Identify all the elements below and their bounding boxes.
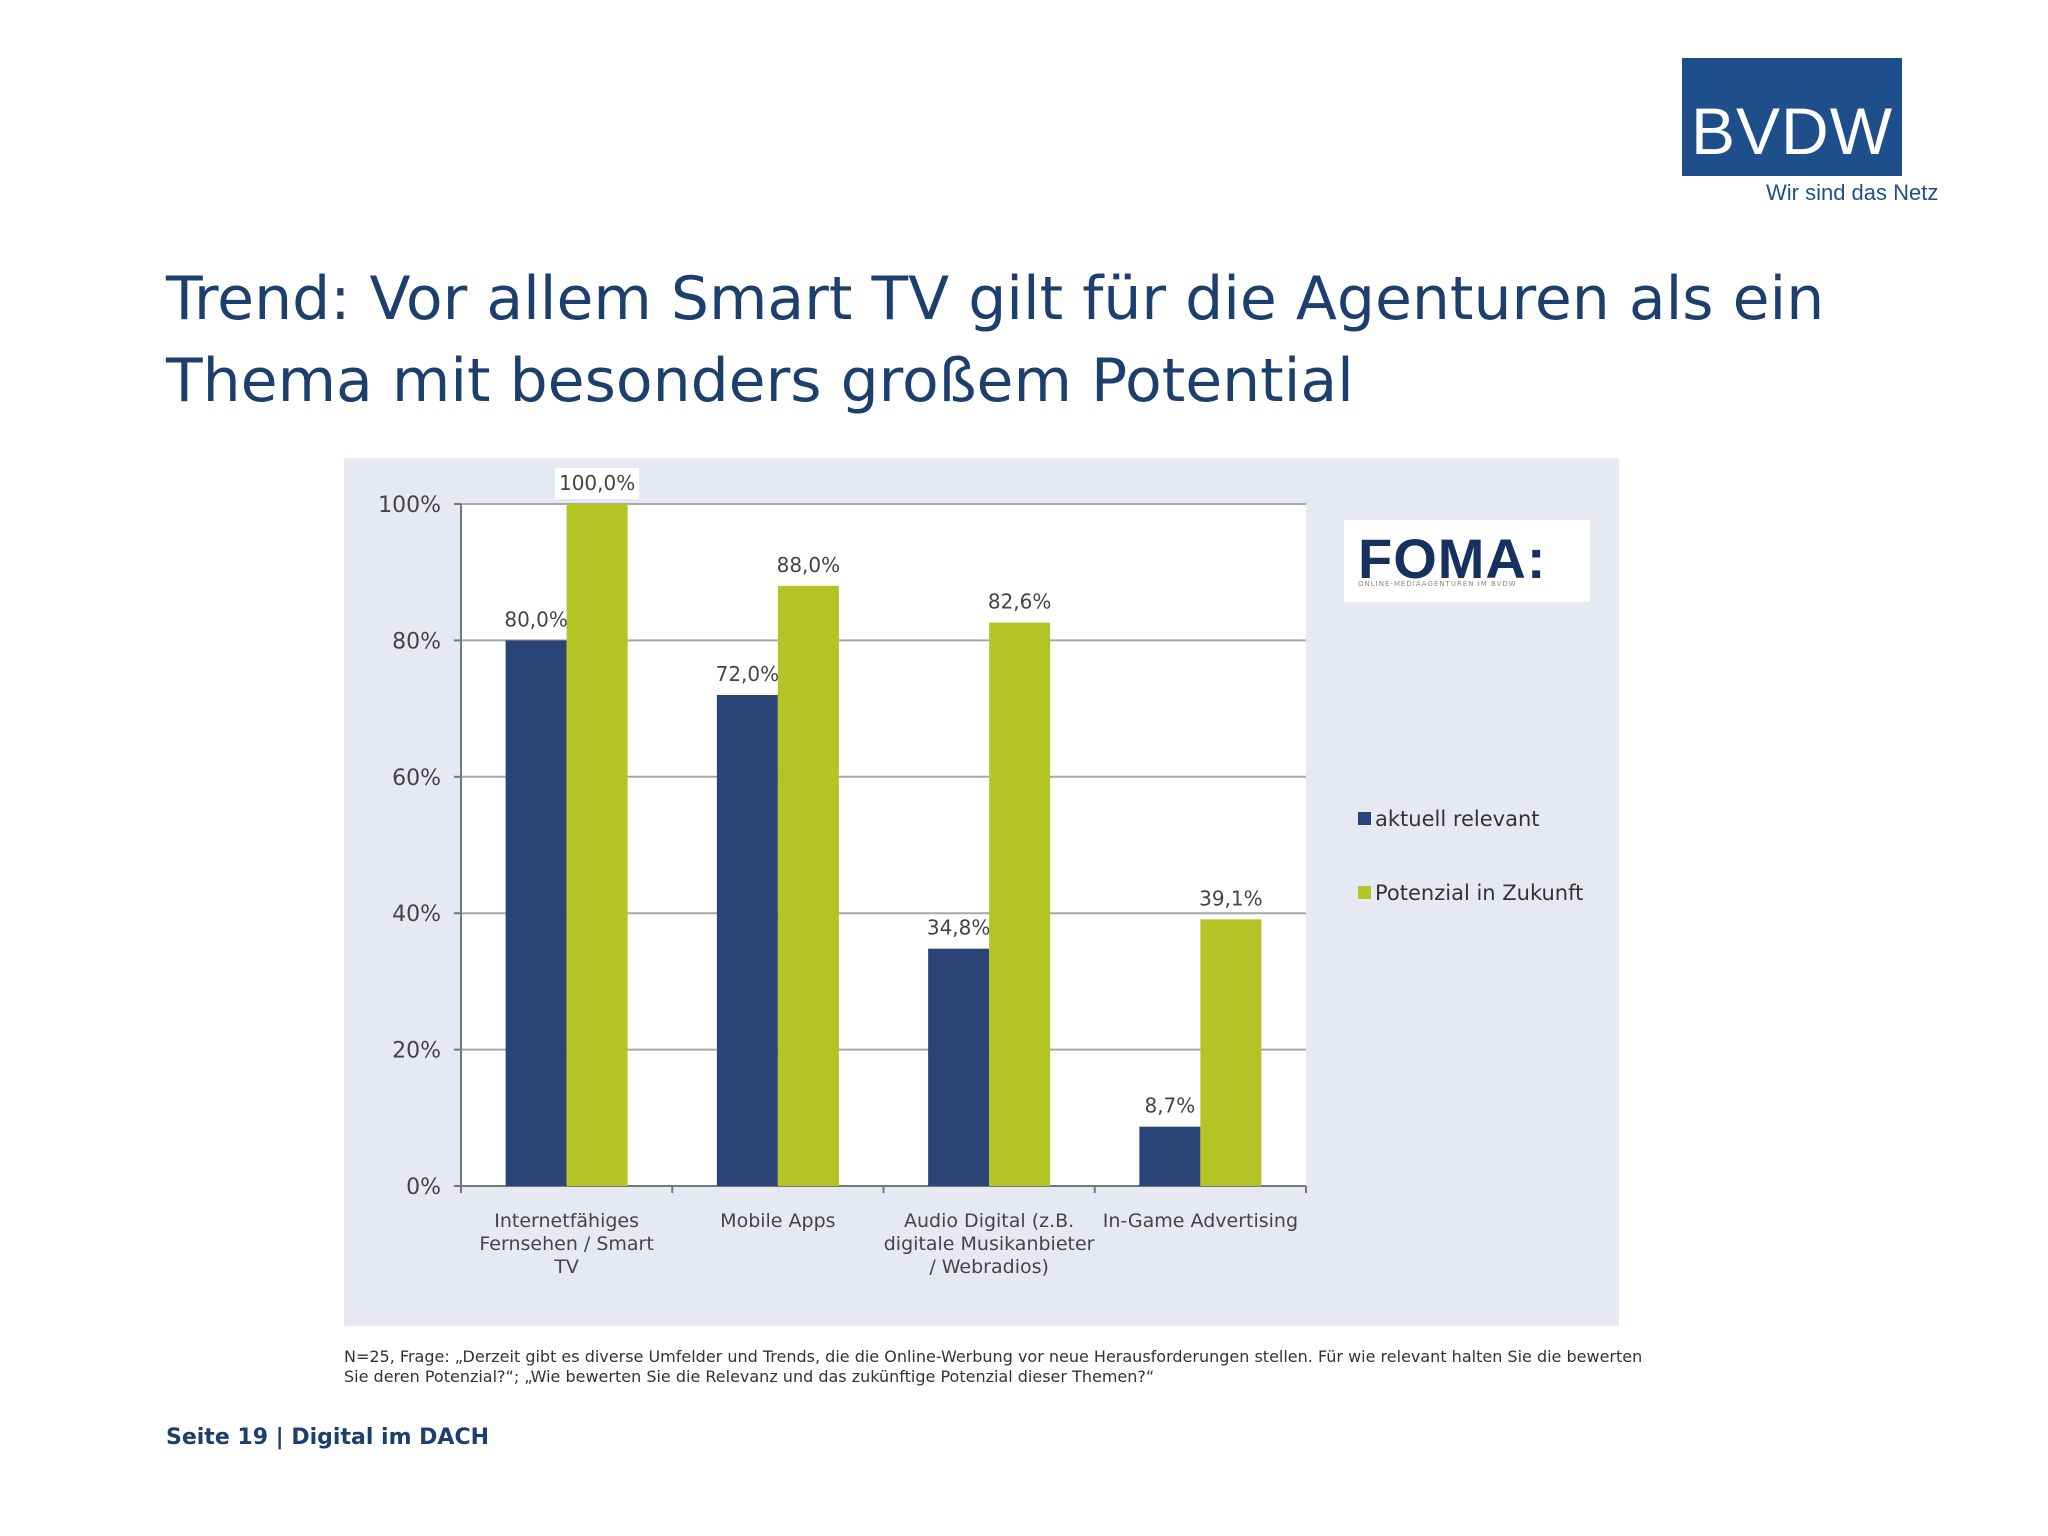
slide-title: Trend: Vor allem Smart TV gilt für die A… [166, 264, 1825, 416]
x-category-label: TV [553, 1256, 579, 1278]
legend-item-potenzial: Potenzial in Zukunft [1358, 880, 1583, 954]
legend-label-potenzial: Potenzial in Zukunft [1375, 881, 1584, 905]
y-tick-label: 100% [378, 493, 441, 518]
data-label-background [555, 468, 640, 499]
bvdw-slogan: Wir sind das Netz [1766, 180, 1939, 205]
bvdw-logo: BVDW [1682, 58, 1902, 176]
x-category-label: / Webradios) [929, 1256, 1049, 1278]
footnote: N=25, Frage: „Derzeit gibt es diverse Um… [344, 1347, 1643, 1386]
data-label: 100,0% [559, 471, 635, 495]
foma-logo-subtitle: ONLINE-MEDIAAGENTUREN IM BVDW [1358, 580, 1517, 588]
y-tick-label: 40% [392, 902, 441, 927]
x-category-label: Fernsehen / Smart [479, 1233, 653, 1255]
x-category-label: Audio Digital (z.B. [904, 1210, 1074, 1232]
x-category-label: In-Game Advertising [1103, 1210, 1298, 1232]
y-tick-label: 80% [392, 629, 441, 654]
data-label: 80,0% [504, 607, 568, 631]
foma-logo: FOMA: ONLINE-MEDIAAGENTUREN IM BVDW [1344, 520, 1590, 602]
foma-logo-text: FOMA: [1358, 527, 1547, 590]
x-category-label: Internetfähiges [494, 1210, 639, 1232]
x-category-label: Mobile Apps [720, 1210, 835, 1232]
y-tick-label: 0% [406, 1175, 441, 1200]
bar-aktuell [505, 640, 567, 1186]
legend-item-aktuell: aktuell relevant [1358, 806, 1583, 880]
bvdw-logo-text: BVDW [1691, 94, 1893, 168]
data-label: 39,1% [1199, 886, 1263, 910]
bar-aktuell [1139, 1126, 1201, 1186]
bar-potenzial [1200, 919, 1262, 1186]
x-category-label: digitale Musikanbieter [884, 1233, 1095, 1255]
chart-panel: 0% 20% 40% 60% 80% 100% Internetfähiges Fernseh… [344, 458, 1619, 1326]
legend-label-aktuell: aktuell relevant [1375, 807, 1540, 831]
page-footer: Seite 19 | Digital im DACH [166, 1425, 489, 1450]
y-tick-label: 20% [392, 1039, 441, 1064]
data-label: 8,7% [1144, 1094, 1195, 1118]
data-label: 72,0% [716, 662, 780, 686]
data-label: 82,6% [988, 590, 1052, 614]
bar-chart: 0% 20% 40% 60% 80% 100% InternetfähigesFernseh… [378, 468, 1307, 1278]
bar-potenzial [566, 504, 628, 1186]
data-label: 88,0% [777, 553, 841, 577]
bar-aktuell [716, 694, 778, 1186]
legend-swatch-potenzial [1358, 886, 1371, 899]
chart-legend: aktuell relevant Potenzial in Zukunft [1358, 806, 1583, 954]
bar-aktuell [928, 948, 990, 1186]
bar-potenzial [989, 622, 1051, 1186]
data-label: 34,8% [927, 916, 991, 940]
y-tick-label: 60% [392, 766, 441, 791]
legend-swatch-aktuell [1358, 812, 1371, 825]
bar-potenzial [777, 585, 839, 1186]
